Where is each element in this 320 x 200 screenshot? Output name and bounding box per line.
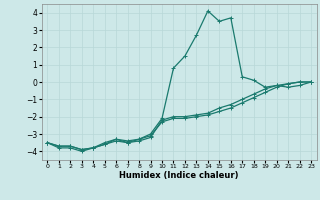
X-axis label: Humidex (Indice chaleur): Humidex (Indice chaleur) <box>119 171 239 180</box>
